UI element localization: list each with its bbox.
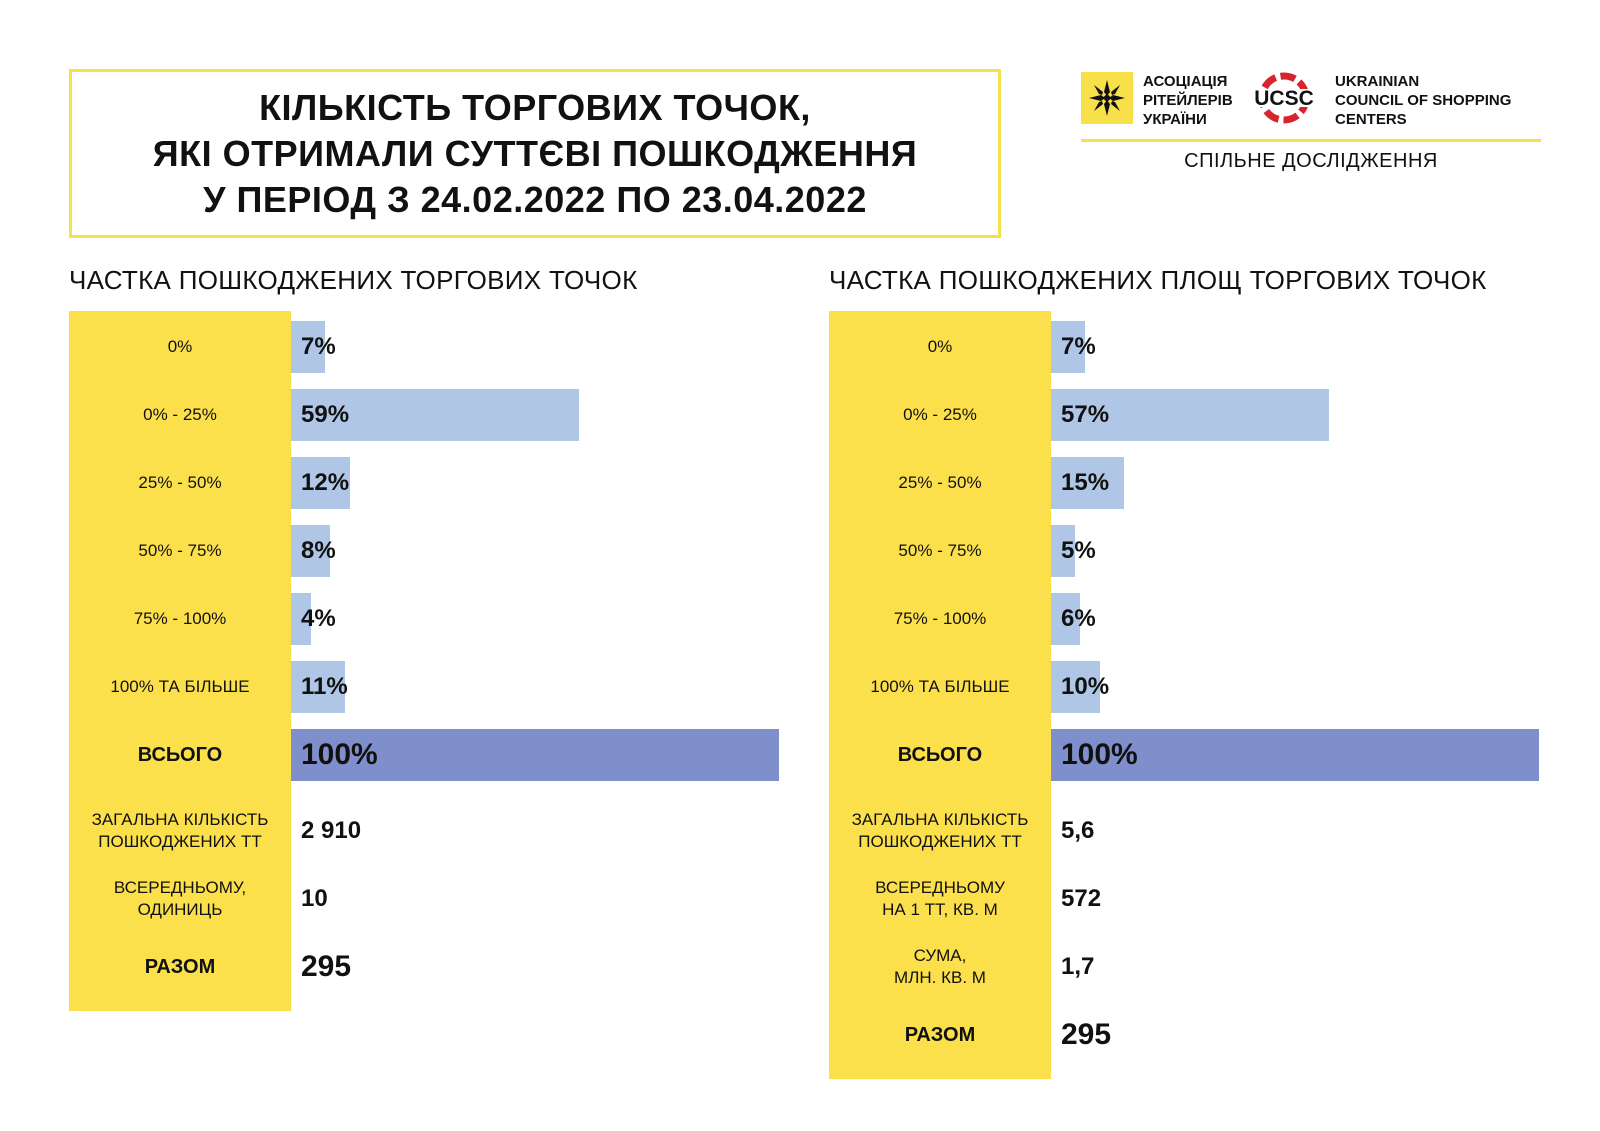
bar — [1051, 525, 1076, 577]
value-label: 59% — [301, 401, 350, 428]
value-label: 11% — [301, 673, 348, 700]
total-bar — [1051, 729, 1539, 781]
stat-value: 295 — [301, 950, 352, 983]
stat-label: ВСЕРЕДНЬОМУ, ОДИНИЦЬ — [69, 865, 291, 933]
stat-label-text: ВСЕРЕДНЬОМУ, ОДИНИЦЬ — [113, 878, 247, 919]
bar — [291, 321, 326, 373]
bar — [291, 389, 579, 441]
stat-label-text: ЗАГАЛЬНА КІЛЬКІСТЬ ПОШКОДЖЕНИХ ТТ — [91, 810, 269, 851]
stat-label-text: РАЗОМ — [904, 1024, 976, 1046]
partner-logos: АСОЦІАЦІЯ РІТЕЙЛЕРІВ УКРАЇНИ UCSC UKRAIN… — [1081, 70, 1541, 130]
title-line-2: ЯКІ ОТРИМАЛИ СУТТЄВІ ПОШКОДЖЕННЯ — [152, 132, 918, 174]
category-label: 100% ТА БІЛЬШЕ — [110, 677, 250, 696]
bar — [291, 457, 350, 509]
arua-line-3: УКРАЇНИ — [1143, 111, 1207, 128]
category-label: 0% — [927, 337, 953, 356]
category-label: 50% - 75% — [138, 541, 222, 560]
label-column — [69, 311, 291, 1011]
joint-study-label: СПІЛЬНЕ ДОСЛІДЖЕННЯ — [1184, 150, 1438, 172]
stat-label-text: СУМА, МЛН. КВ. М — [894, 946, 986, 987]
value-label: 7% — [1061, 333, 1096, 360]
total-bar — [291, 729, 779, 781]
stat-value: 295 — [1061, 1018, 1112, 1051]
bar — [291, 661, 345, 713]
value-label: 5% — [1061, 537, 1096, 564]
title-box: КІЛЬКІСТЬ ТОРГОВИХ ТОЧОК, ЯКІ ОТРИМАЛИ С… — [69, 69, 1001, 238]
category-label: 50% - 75% — [898, 541, 982, 560]
ucsc-line-1: UKRAINIAN — [1335, 73, 1420, 90]
category-label: 25% - 50% — [138, 473, 222, 492]
chart-title-areas: ЧАСТКА ПОШКОДЖЕНИХ ПЛОЩ ТОРГОВИХ ТОЧОК — [829, 265, 1487, 295]
stat-label: ВСЕРЕДНЬОМУ НА 1 ТТ, КВ. М — [829, 865, 1051, 933]
category-label: ВСЬОГО — [897, 744, 983, 766]
stat-label: РАЗОМ — [829, 1001, 1051, 1069]
category-label: 75% - 100% — [133, 609, 227, 628]
value-label: 100% — [301, 738, 378, 771]
category-label: 0% — [167, 337, 193, 356]
arua-line-1: АСОЦІАЦІЯ — [1143, 73, 1228, 90]
stat-value: 2 910 — [301, 817, 362, 844]
chart-title-outlets: ЧАСТКА ПОШКОДЖЕНИХ ТОРГОВИХ ТОЧОК — [69, 265, 638, 295]
category-label: ВСЬОГО — [137, 744, 223, 766]
value-label: 10% — [1061, 673, 1110, 700]
stat-label: ЗАГАЛЬНА КІЛЬКІСТЬ ПОШКОДЖЕНИХ ТТ — [829, 797, 1051, 865]
bar — [291, 525, 331, 577]
chart-panel-outlets: ЧАСТКА ПОШКОДЖЕНИХ ТОРГОВИХ ТОЧОК 0% 7% 0%… — [69, 265, 781, 1065]
stat-label: РАЗОМ — [69, 933, 291, 1001]
title-line-3: У ПЕРІОД З 24.02.2022 ПО 23.04.2022 — [203, 178, 867, 220]
label-column — [829, 311, 1051, 1079]
star-ornament-icon — [1081, 72, 1133, 124]
stat-label-text: РАЗОМ — [144, 956, 216, 978]
stat-label-text: ВСЕРЕДНЬОМУ НА 1 ТТ, КВ. М — [875, 878, 1005, 919]
title-line-1: КІЛЬКІСТЬ ТОРГОВИХ ТОЧОК, — [259, 86, 811, 128]
bar — [1051, 457, 1125, 509]
category-label: 100% ТА БІЛЬШЕ — [870, 677, 1010, 696]
category-label: 25% - 50% — [898, 473, 982, 492]
stat-label-text: ЗАГАЛЬНА КІЛЬКІСТЬ ПОШКОДЖЕНИХ ТТ — [851, 810, 1029, 851]
stat-value: 572 — [1061, 885, 1102, 912]
ucsc-ring-icon: UCSC — [1249, 72, 1319, 124]
stat-value: 5,6 — [1061, 817, 1095, 844]
value-label: 15% — [1061, 469, 1110, 496]
logos-divider — [1081, 139, 1541, 142]
stat-label: ЗАГАЛЬНА КІЛЬКІСТЬ ПОШКОДЖЕНИХ ТТ — [69, 797, 291, 865]
ucsc-line-3: CENTERS — [1335, 111, 1407, 128]
stat-label: СУМА, МЛН. КВ. М — [829, 933, 1051, 1001]
value-label: 7% — [301, 333, 336, 360]
bar — [1051, 321, 1086, 373]
ucsc-logo-text: UKRAINIAN COUNCIL OF SHOPPING CENTERS — [1335, 72, 1511, 129]
stat-value: 1,7 — [1061, 953, 1095, 980]
value-label: 6% — [1061, 605, 1096, 632]
arua-logo-text: АСОЦІАЦІЯ РІТЕЙЛЕРІВ УКРАЇНИ — [1143, 72, 1233, 129]
bar — [1051, 389, 1330, 441]
value-label: 57% — [1061, 401, 1110, 428]
value-label: 8% — [301, 537, 336, 564]
bar — [1051, 593, 1081, 645]
ucsc-line-2: COUNCIL OF SHOPPING — [1335, 92, 1512, 109]
category-label: 0% - 25% — [903, 405, 977, 424]
bar — [291, 593, 311, 645]
chart-panel-areas: ЧАСТКА ПОШКОДЖЕНИХ ПЛОЩ ТОРГОВИХ ТОЧОК 0… — [829, 265, 1541, 1105]
value-label: 12% — [301, 469, 350, 496]
stat-value: 10 — [301, 885, 328, 912]
arua-line-2: РІТЕЙЛЕРІВ — [1143, 92, 1233, 109]
value-label: 4% — [301, 605, 336, 632]
bar — [1051, 661, 1100, 713]
ucsc-abbr: UCSC — [1254, 87, 1314, 110]
category-label: 75% - 100% — [893, 609, 987, 628]
category-label: 0% - 25% — [143, 405, 217, 424]
value-label: 100% — [1061, 738, 1138, 771]
